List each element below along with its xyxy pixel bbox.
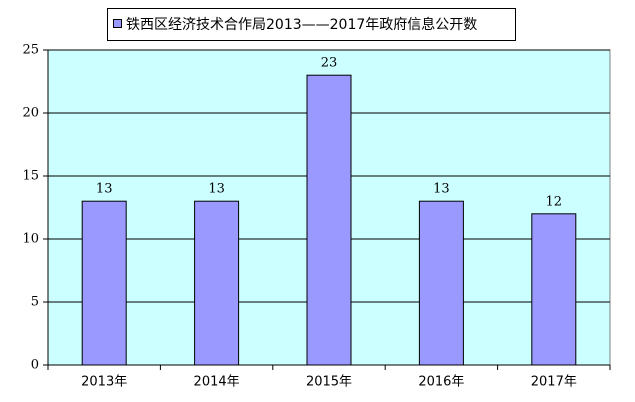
- x-tick-label: 2015年: [306, 375, 352, 390]
- data-label: 13: [208, 182, 225, 197]
- x-tick-label: 2014年: [194, 375, 240, 390]
- y-tick-label: 15: [22, 169, 39, 184]
- y-tick-label: 25: [22, 43, 39, 58]
- bar: [194, 200, 240, 366]
- x-tick-label: 2013年: [81, 375, 127, 390]
- data-label: 13: [433, 182, 450, 197]
- x-tick-label: 2016年: [418, 375, 464, 390]
- legend-swatch: [113, 19, 122, 28]
- bar: [306, 74, 352, 366]
- bar: [418, 200, 464, 366]
- y-tick-label: 5: [31, 295, 39, 310]
- legend-box: [107, 8, 516, 41]
- bar: [531, 213, 577, 366]
- bar: [81, 200, 127, 366]
- data-label: 23: [321, 56, 338, 71]
- y-tick-label: 0: [31, 358, 39, 373]
- legend-label: 铁西区经济技术合作局2013——2017年政府信息公开数: [126, 16, 477, 33]
- y-tick-label: 10: [22, 232, 39, 247]
- data-label: 13: [96, 182, 113, 197]
- data-label: 12: [546, 194, 563, 209]
- x-tick-label: 2017年: [531, 375, 577, 390]
- y-tick-label: 20: [22, 106, 39, 121]
